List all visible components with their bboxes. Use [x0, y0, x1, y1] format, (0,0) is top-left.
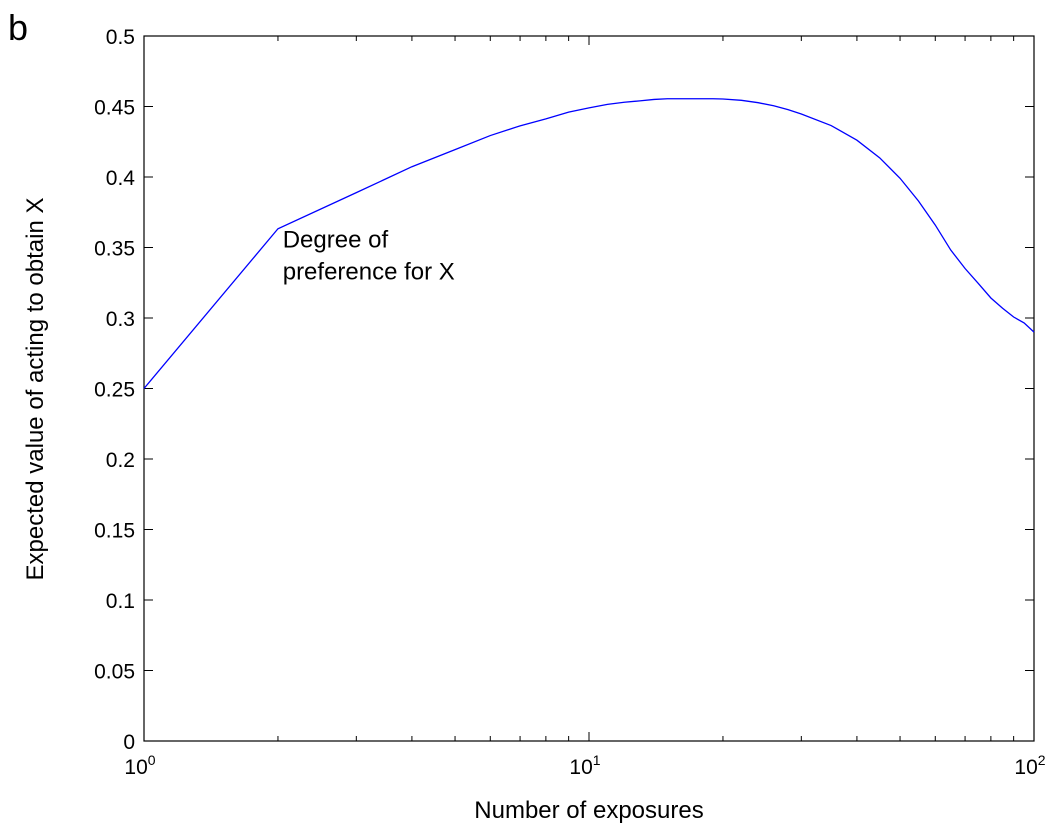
y-tick-label: 0.05 [94, 661, 135, 684]
y-tick-label: 0.45 [94, 97, 135, 120]
x-tick-label: 102 [1014, 752, 1045, 779]
y-tick-label: 0.3 [106, 308, 135, 331]
y-tick-label: 0.35 [94, 238, 135, 261]
y-tick-label: 0.5 [106, 26, 135, 49]
series-line [143, 98, 1035, 389]
axes-box [143, 35, 1035, 742]
y-tick-label: 0.2 [106, 449, 135, 472]
annotation-text: Degree of [283, 227, 389, 254]
y-tick-label: 0.15 [94, 520, 135, 543]
x-tick-label: 101 [569, 752, 600, 779]
y-tick-label: 0.4 [106, 167, 136, 190]
y-tick-label: 0.1 [106, 590, 135, 613]
x-tick-label: 100 [124, 752, 155, 779]
x-axis-label: Number of exposures [474, 797, 703, 824]
y-tick-label: 0 [123, 731, 135, 754]
annotation-text: preference for X [283, 259, 455, 286]
plot-area: 0 0.05 0.1 0.15 0.2 0.25 0.3 0.35 0.4 0.45 0.5 100 1… [94, 26, 1046, 779]
y-tick-label: 0.25 [94, 379, 135, 402]
y-axis-label: Expected value of acting to obtain X [22, 198, 49, 581]
panel-label: b [8, 7, 28, 48]
